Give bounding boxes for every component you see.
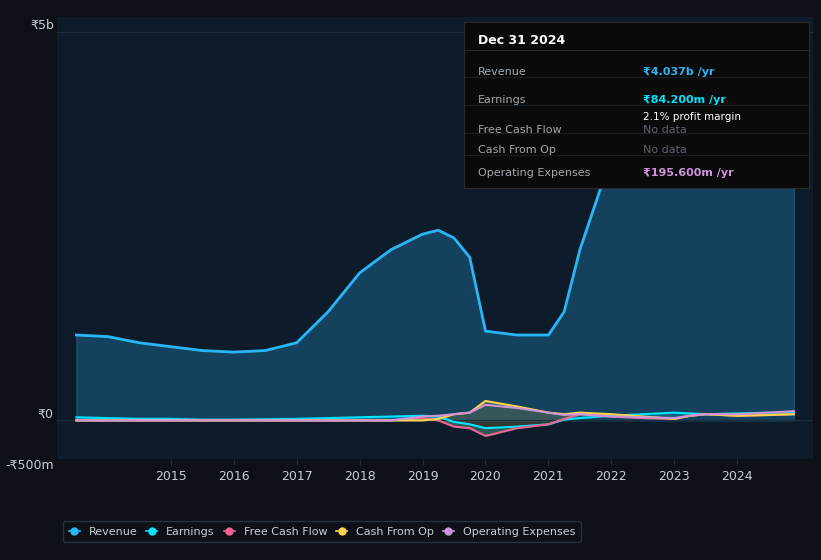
Text: No data: No data [643, 125, 687, 135]
Text: No data: No data [643, 144, 687, 155]
Text: 2.1% profit margin: 2.1% profit margin [643, 111, 741, 122]
Text: Free Cash Flow: Free Cash Flow [478, 125, 562, 135]
Legend: Revenue, Earnings, Free Cash Flow, Cash From Op, Operating Expenses: Revenue, Earnings, Free Cash Flow, Cash … [63, 521, 580, 542]
Text: Dec 31 2024: Dec 31 2024 [478, 34, 565, 47]
Text: ₹84.200m /yr: ₹84.200m /yr [643, 95, 726, 105]
Text: Earnings: Earnings [478, 95, 526, 105]
Text: ₹195.600m /yr: ₹195.600m /yr [643, 168, 734, 178]
Text: -₹500m: -₹500m [5, 459, 53, 472]
Text: Revenue: Revenue [478, 67, 526, 77]
Text: ₹4.037b /yr: ₹4.037b /yr [643, 67, 714, 77]
Text: Cash From Op: Cash From Op [478, 144, 556, 155]
Text: Operating Expenses: Operating Expenses [478, 168, 590, 178]
Text: ₹5b: ₹5b [30, 20, 53, 32]
Text: ₹0: ₹0 [38, 407, 53, 421]
